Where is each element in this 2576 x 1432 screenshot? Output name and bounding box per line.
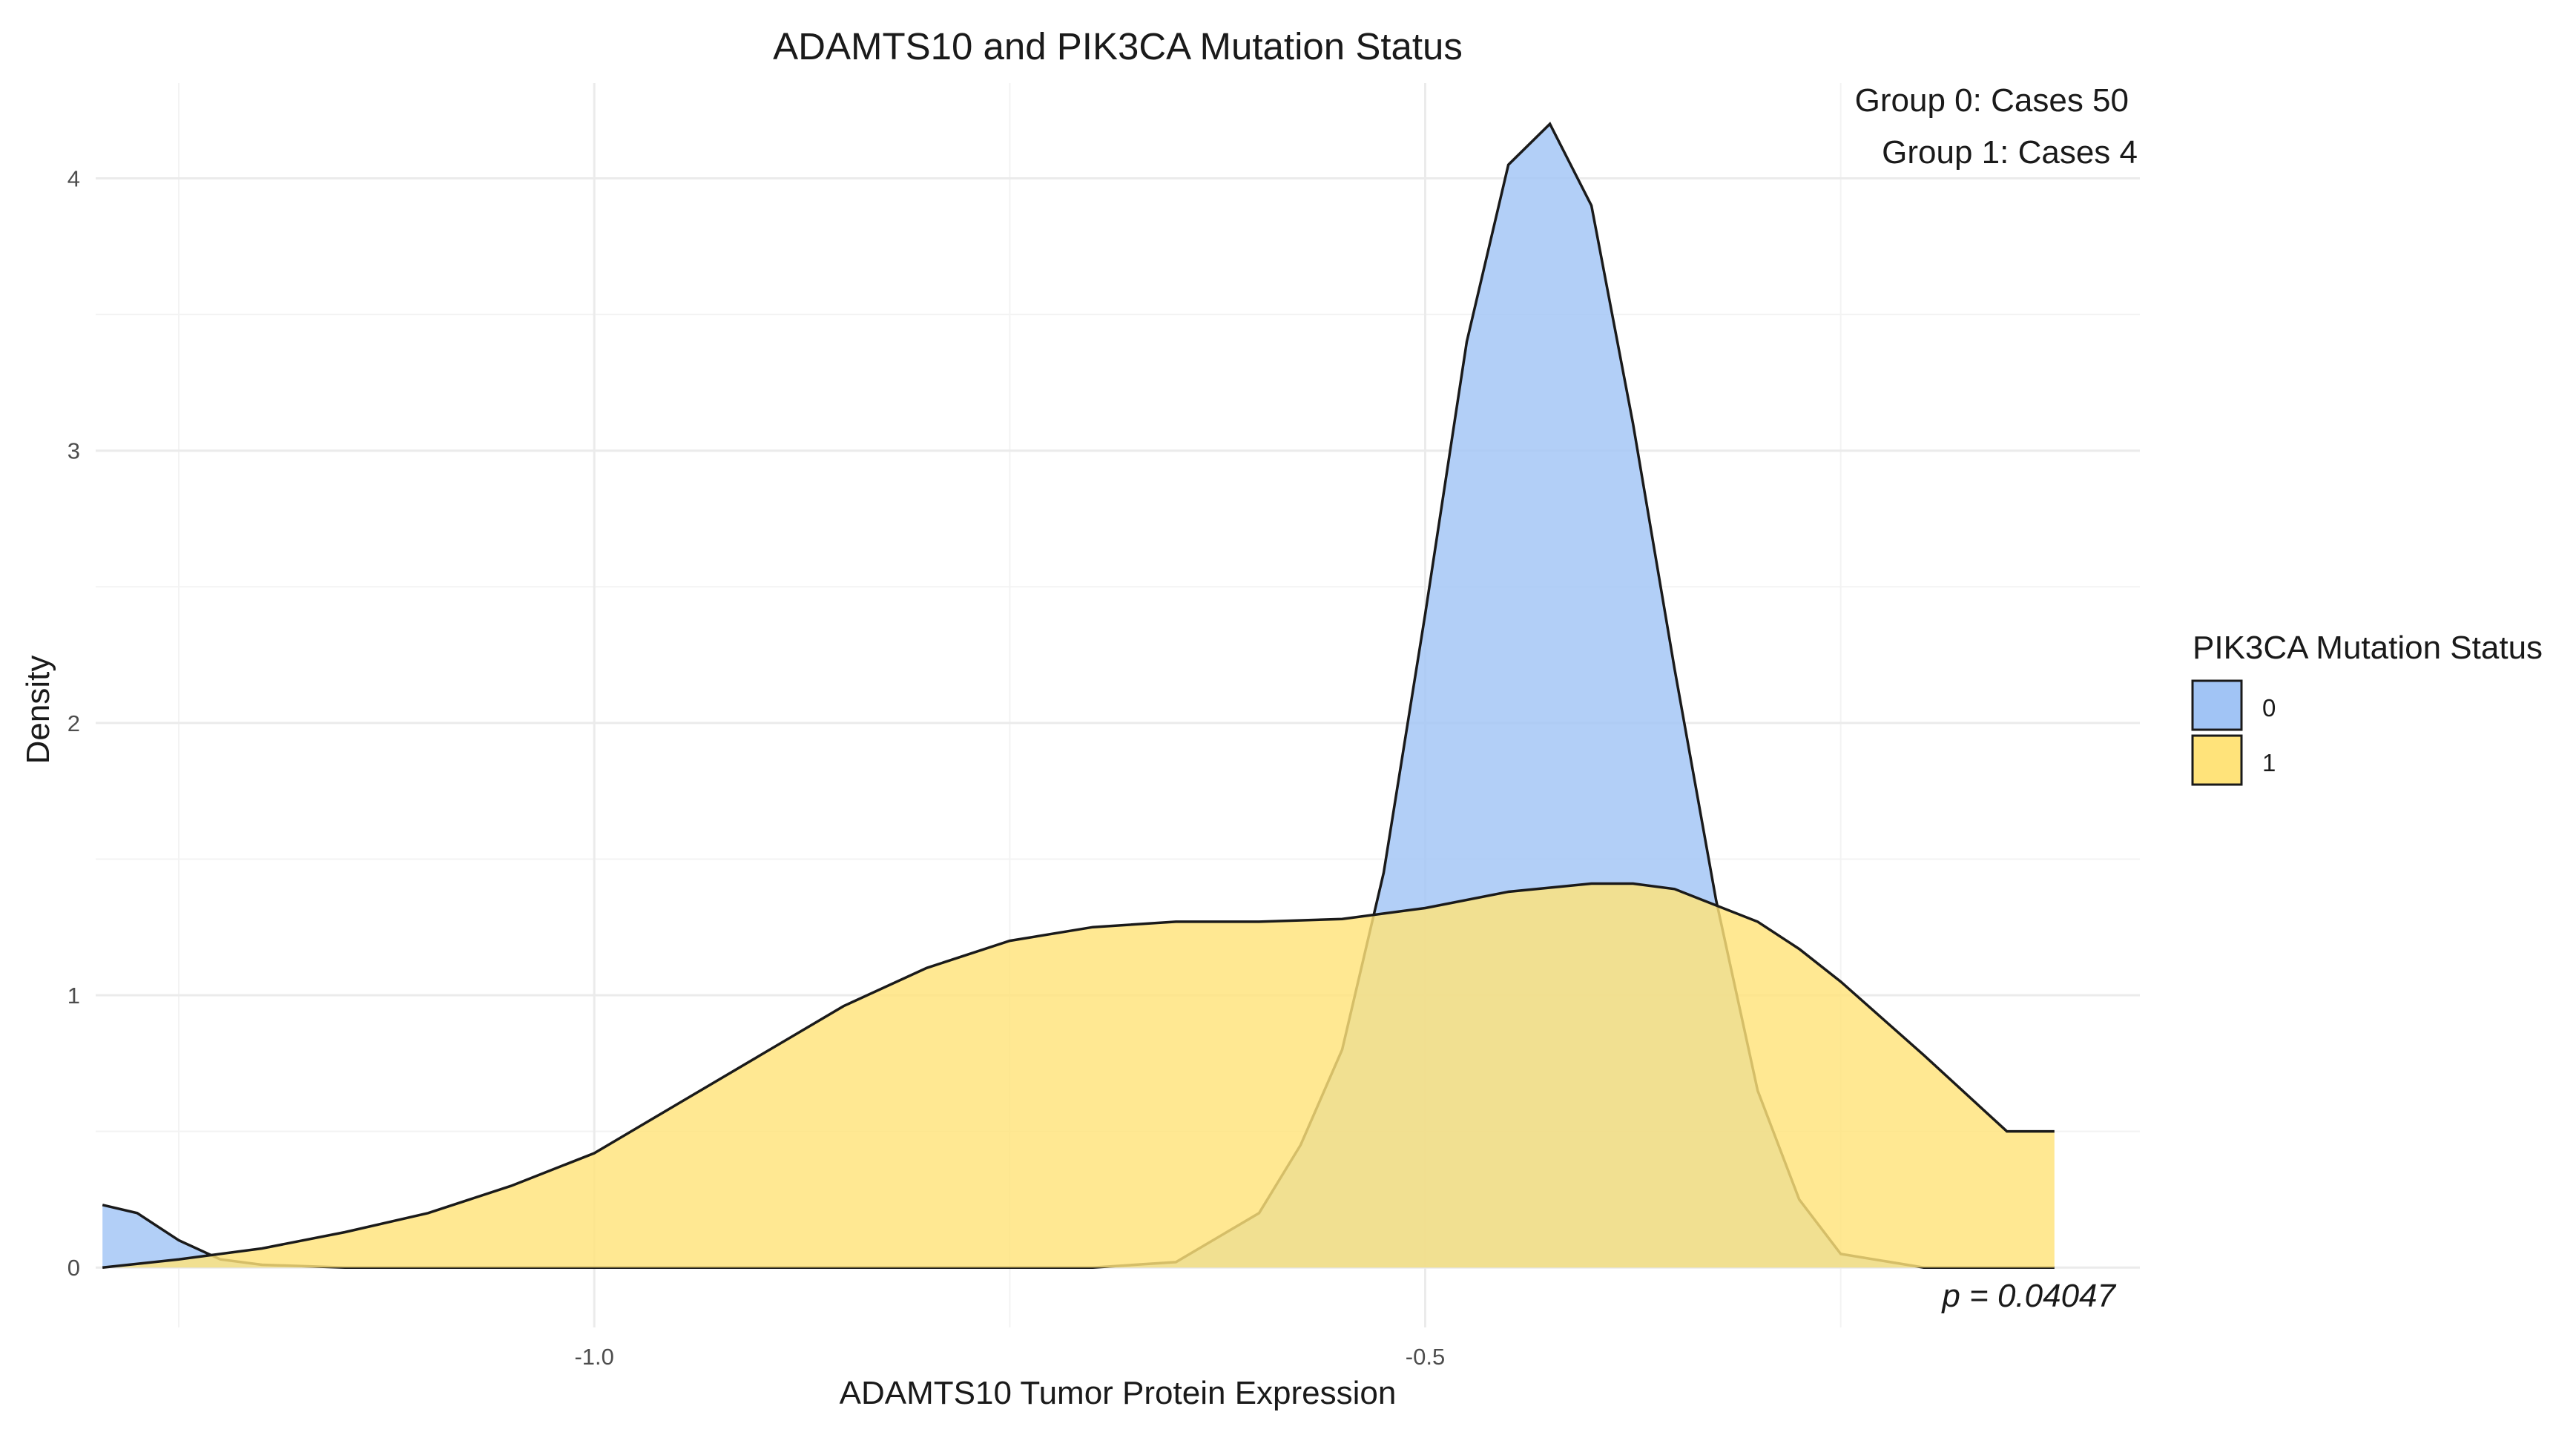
y-tick-label: 4 xyxy=(67,166,80,192)
chart-title: ADAMTS10 and PIK3CA Mutation Status xyxy=(773,25,1463,67)
legend-label-0: 0 xyxy=(2262,694,2276,722)
annotation-group-0: Group 0: Cases 50 xyxy=(1855,82,2129,119)
y-tick-label: 0 xyxy=(67,1255,80,1281)
y-tick-label: 3 xyxy=(67,438,80,464)
density-areas xyxy=(102,122,2055,1269)
legend-label-1: 1 xyxy=(2262,749,2276,776)
legend: PIK3CA Mutation Status 0 1 xyxy=(2191,630,2543,786)
legend-key-1 xyxy=(2191,734,2243,786)
y-tick-label: 2 xyxy=(67,710,80,736)
annotation-group-1: Group 1: Cases 4 xyxy=(1882,134,2138,171)
x-tick-label: -1.0 xyxy=(574,1344,613,1370)
legend-key-0 xyxy=(2191,679,2243,731)
y-axis-label: Density xyxy=(20,656,56,765)
p-value: p = 0.04047 xyxy=(1940,1278,2116,1314)
y-tick-labels: 0 1 2 3 4 xyxy=(67,166,80,1281)
x-tick-label: -0.5 xyxy=(1406,1344,1445,1370)
y-tick-label: 1 xyxy=(67,983,80,1009)
x-tick-labels: -1.0 -0.5 xyxy=(574,1344,1445,1370)
density-line-1 xyxy=(102,882,2055,1269)
density-area-1 xyxy=(102,883,2055,1268)
legend-title: PIK3CA Mutation Status xyxy=(2193,630,2543,666)
x-axis-label: ADAMTS10 Tumor Protein Expression xyxy=(840,1375,1397,1411)
